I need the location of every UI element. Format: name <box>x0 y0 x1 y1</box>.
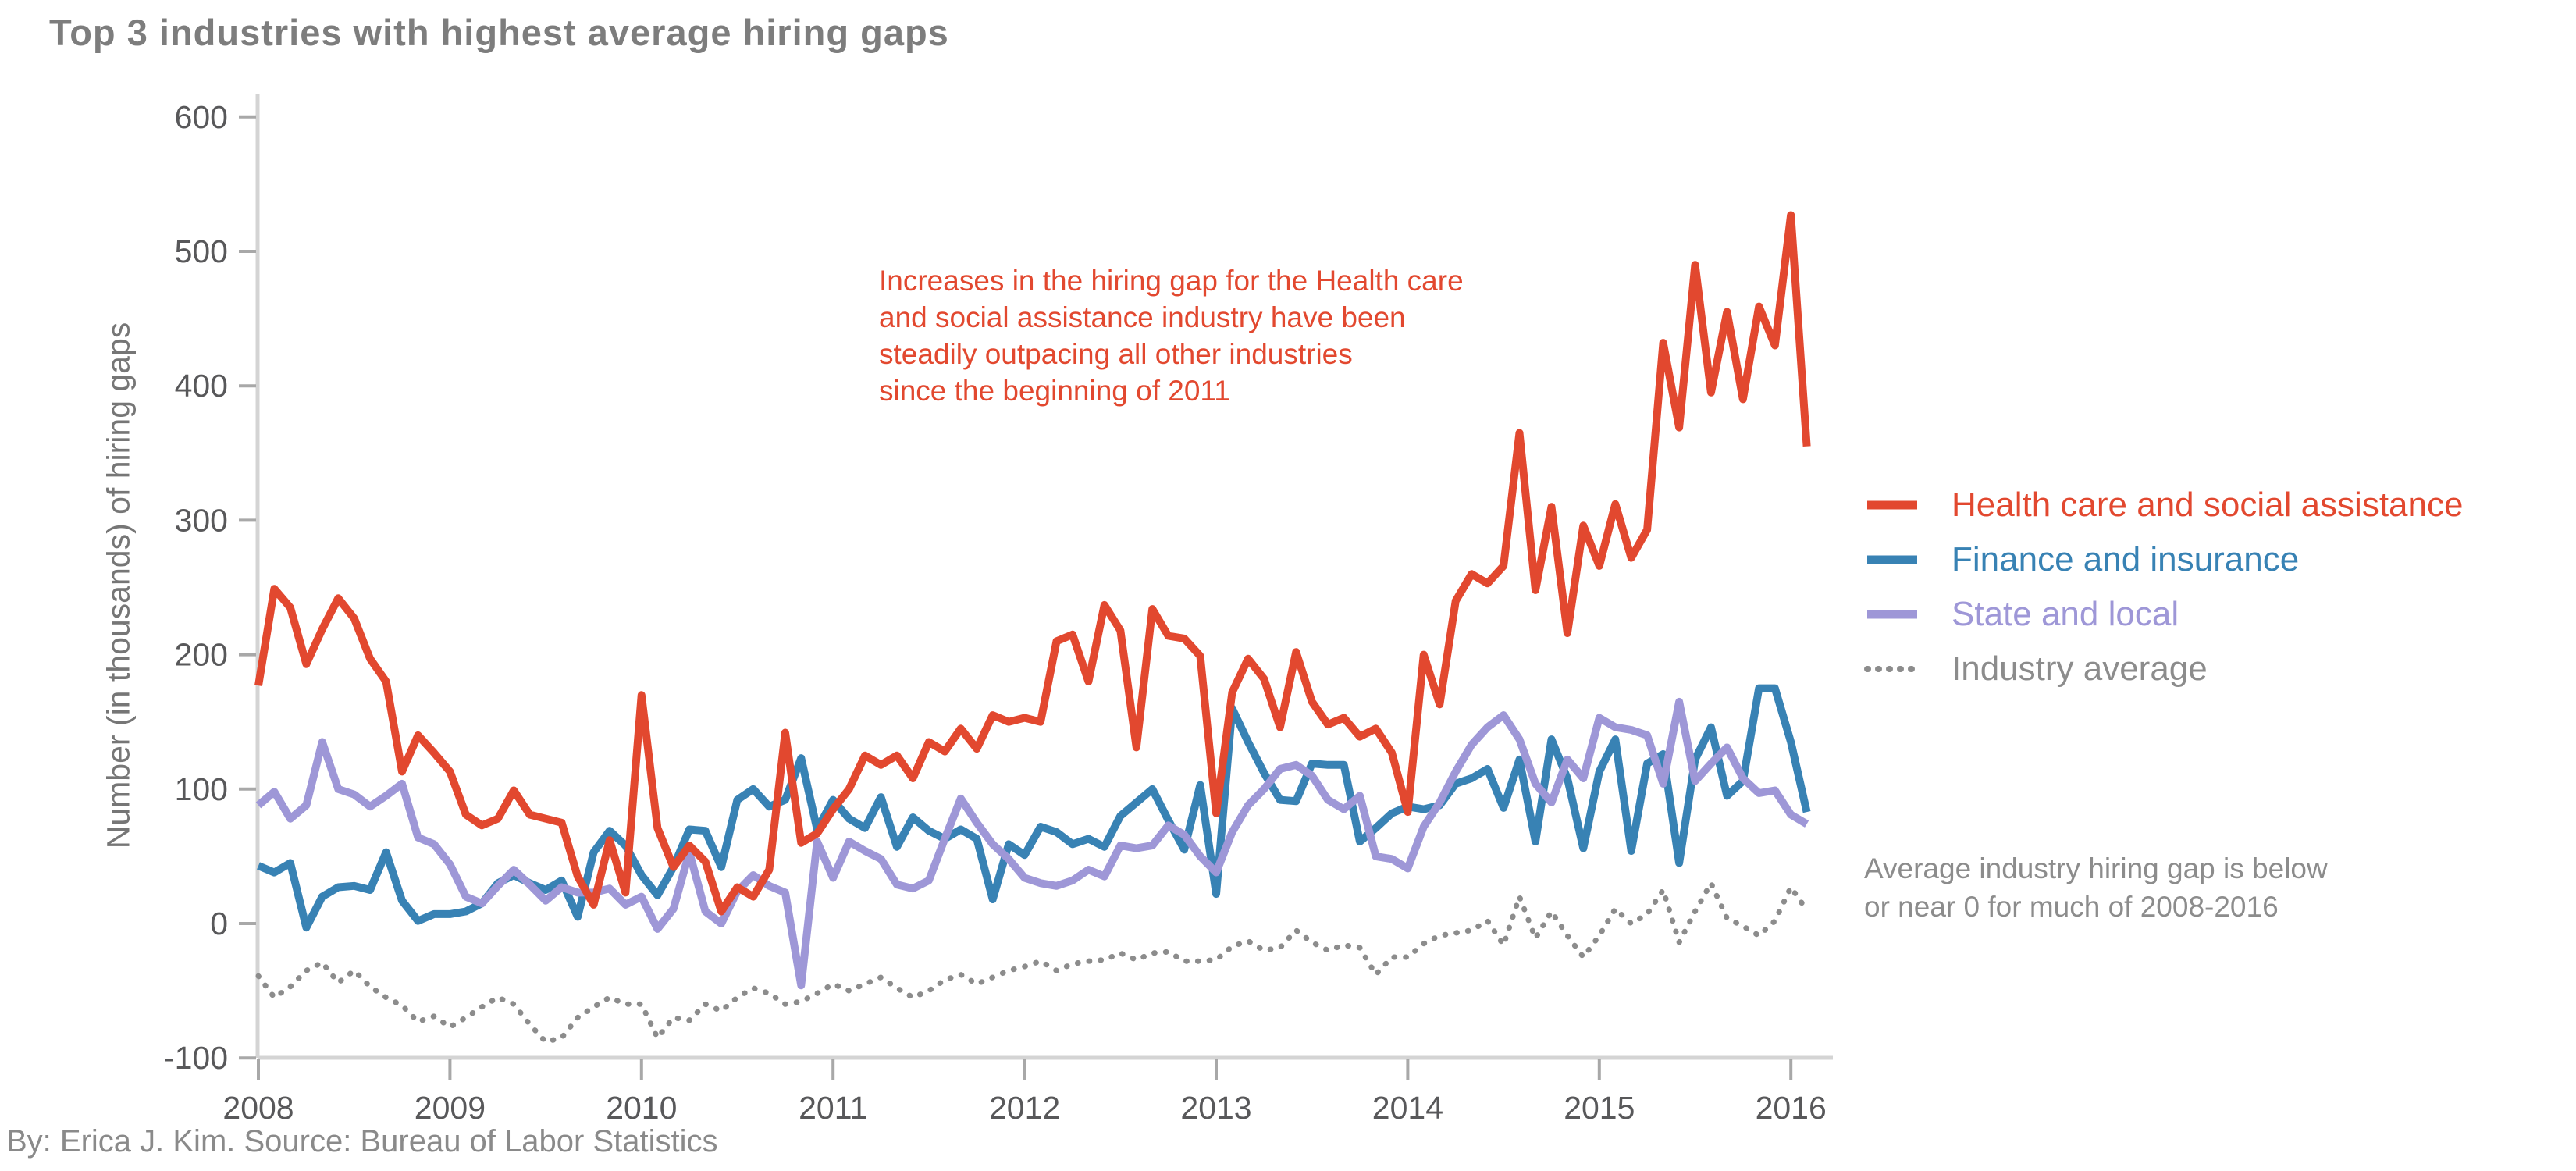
y-tick-label: 600 <box>175 99 228 135</box>
series-line-health-care-and-social-assistance <box>254 211 1811 916</box>
legend-label-state-local: State and local <box>1952 595 2179 633</box>
byline: By: Erica J. Kim. Source: Bureau of Labo… <box>6 1124 718 1159</box>
annotation-line: or near 0 for much of 2008-2016 <box>1864 891 2279 923</box>
y-tick-label: 100 <box>175 771 228 807</box>
annotation-line: Average industry hiring gap is below <box>1864 852 2328 884</box>
legend-item-finance: Finance and insurance <box>1864 532 2463 587</box>
annotation-line: Increases in the hiring gap for the Heal… <box>879 265 1464 297</box>
y-tick-label: 0 <box>210 906 228 941</box>
average-annotation: Average industry hiring gap is below or … <box>1864 849 2328 926</box>
annotation-line: steadily outpacing all other industries <box>879 338 1353 370</box>
legend: Health care and social assistance Financ… <box>1864 478 2463 696</box>
series-line-industry-average <box>255 880 1810 1045</box>
legend-item-state-local: State and local <box>1864 587 2463 642</box>
legend-swatch-finance-line <box>1867 555 1917 564</box>
x-tick-label: 2008 <box>222 1090 294 1126</box>
legend-label-finance: Finance and insurance <box>1952 540 2300 578</box>
legend-swatch-health-care-line <box>1867 500 1917 510</box>
annotation-line: and social assistance industry have been <box>879 301 1406 333</box>
series-line-state-and-local <box>255 697 1809 990</box>
y-tick-label: 200 <box>175 637 228 673</box>
legend-item-health-care: Health care and social assistance <box>1864 478 2463 532</box>
x-tick-label: 2016 <box>1756 1090 1827 1126</box>
x-tick-label: 2013 <box>1180 1090 1251 1126</box>
x-tick-label: 2011 <box>799 1090 867 1126</box>
y-tick-label: 400 <box>175 368 228 404</box>
x-tick-label: 2014 <box>1372 1090 1443 1126</box>
y-tick-label: 300 <box>175 502 228 538</box>
legend-item-industry-average: Industry average <box>1864 642 2463 696</box>
healthcare-annotation: Increases in the hiring gap for the Heal… <box>879 262 1464 409</box>
annotation-line: since the beginning of 2011 <box>879 375 1230 407</box>
legend-label-health-care: Health care and social assistance <box>1952 486 2464 524</box>
legend-label-industry-average: Industry average <box>1952 650 2208 688</box>
legend-swatch-industry-average-line <box>1864 666 1920 672</box>
y-tick-label: 500 <box>175 233 228 269</box>
x-tick-label: 2010 <box>606 1090 677 1126</box>
y-tick-label: -100 <box>164 1040 228 1076</box>
x-tick-label: 2015 <box>1564 1090 1635 1126</box>
x-tick-label: 2012 <box>989 1090 1060 1126</box>
legend-swatch-state-local-line <box>1867 610 1917 619</box>
x-tick-label: 2009 <box>415 1090 486 1126</box>
chart-title: Top 3 industries with highest average hi… <box>49 12 949 53</box>
